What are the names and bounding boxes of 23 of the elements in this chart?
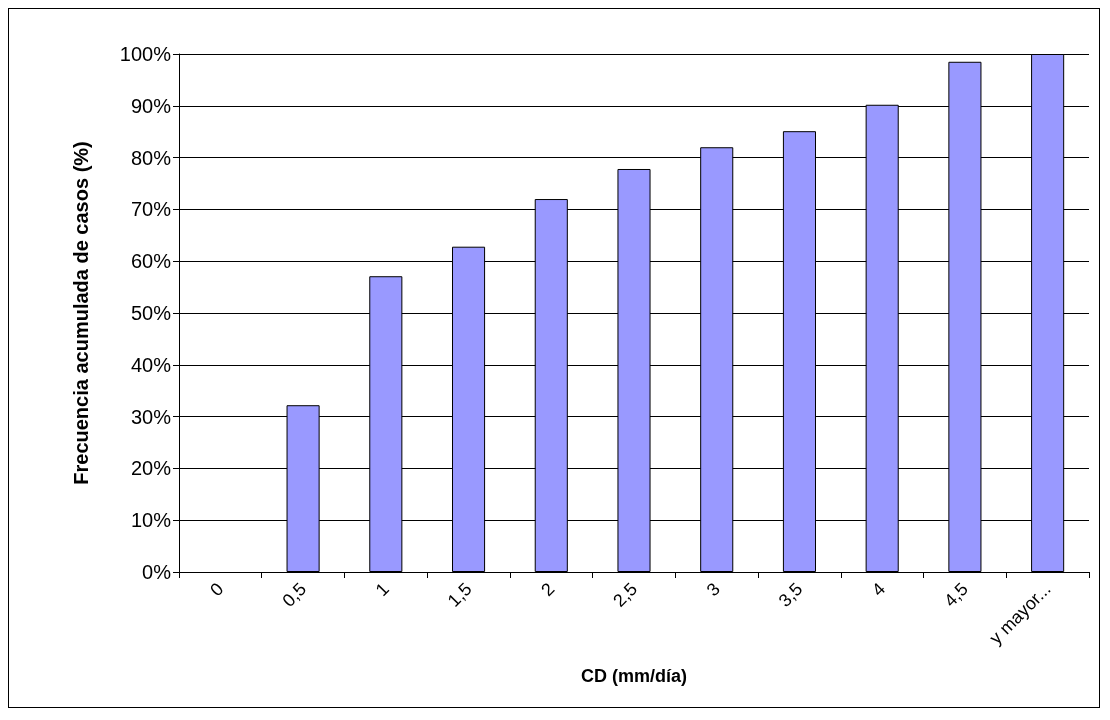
y-tick-label: 70%	[130, 198, 172, 221]
x-axis-title: CD (mm/día)	[580, 666, 688, 686]
x-tick-label: 1	[371, 578, 393, 601]
y-tick-label: 80%	[130, 146, 172, 169]
x-tick-label: 4	[868, 578, 890, 601]
y-tick-label: 0%	[142, 561, 172, 583]
y-tick-label: 20%	[130, 457, 172, 480]
y-tick-label: 10%	[130, 509, 172, 532]
x-tick-label: 4,5	[940, 578, 972, 611]
x-tick-label: 0	[206, 578, 228, 601]
x-tick-label: 0,5	[278, 578, 311, 611]
x-tick-label: 2	[537, 578, 559, 601]
y-tick-label: 90%	[130, 94, 172, 117]
x-tick-label: 2,5	[609, 578, 642, 611]
y-tick-label: 50%	[130, 302, 172, 324]
y-tick-label: 40%	[130, 353, 172, 376]
y-tick-label: 100%	[119, 43, 172, 65]
y-tick-label: 30%	[130, 405, 172, 428]
y-tick-label: 60%	[130, 250, 172, 273]
y-axis-title: Frecuencia acumulada de casos (%)	[70, 141, 92, 485]
x-tick-label: 1,5	[443, 578, 476, 611]
x-tick-label: 3	[702, 578, 724, 601]
x-tick-label: 3,5	[774, 578, 807, 611]
